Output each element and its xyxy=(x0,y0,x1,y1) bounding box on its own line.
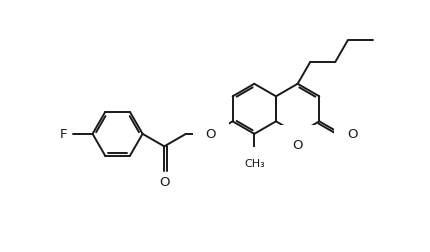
Text: O: O xyxy=(292,138,302,151)
Text: O: O xyxy=(347,128,357,141)
Text: CH₃: CH₃ xyxy=(243,159,264,169)
Text: F: F xyxy=(60,128,68,141)
Text: O: O xyxy=(159,175,169,188)
Text: O: O xyxy=(205,128,216,141)
